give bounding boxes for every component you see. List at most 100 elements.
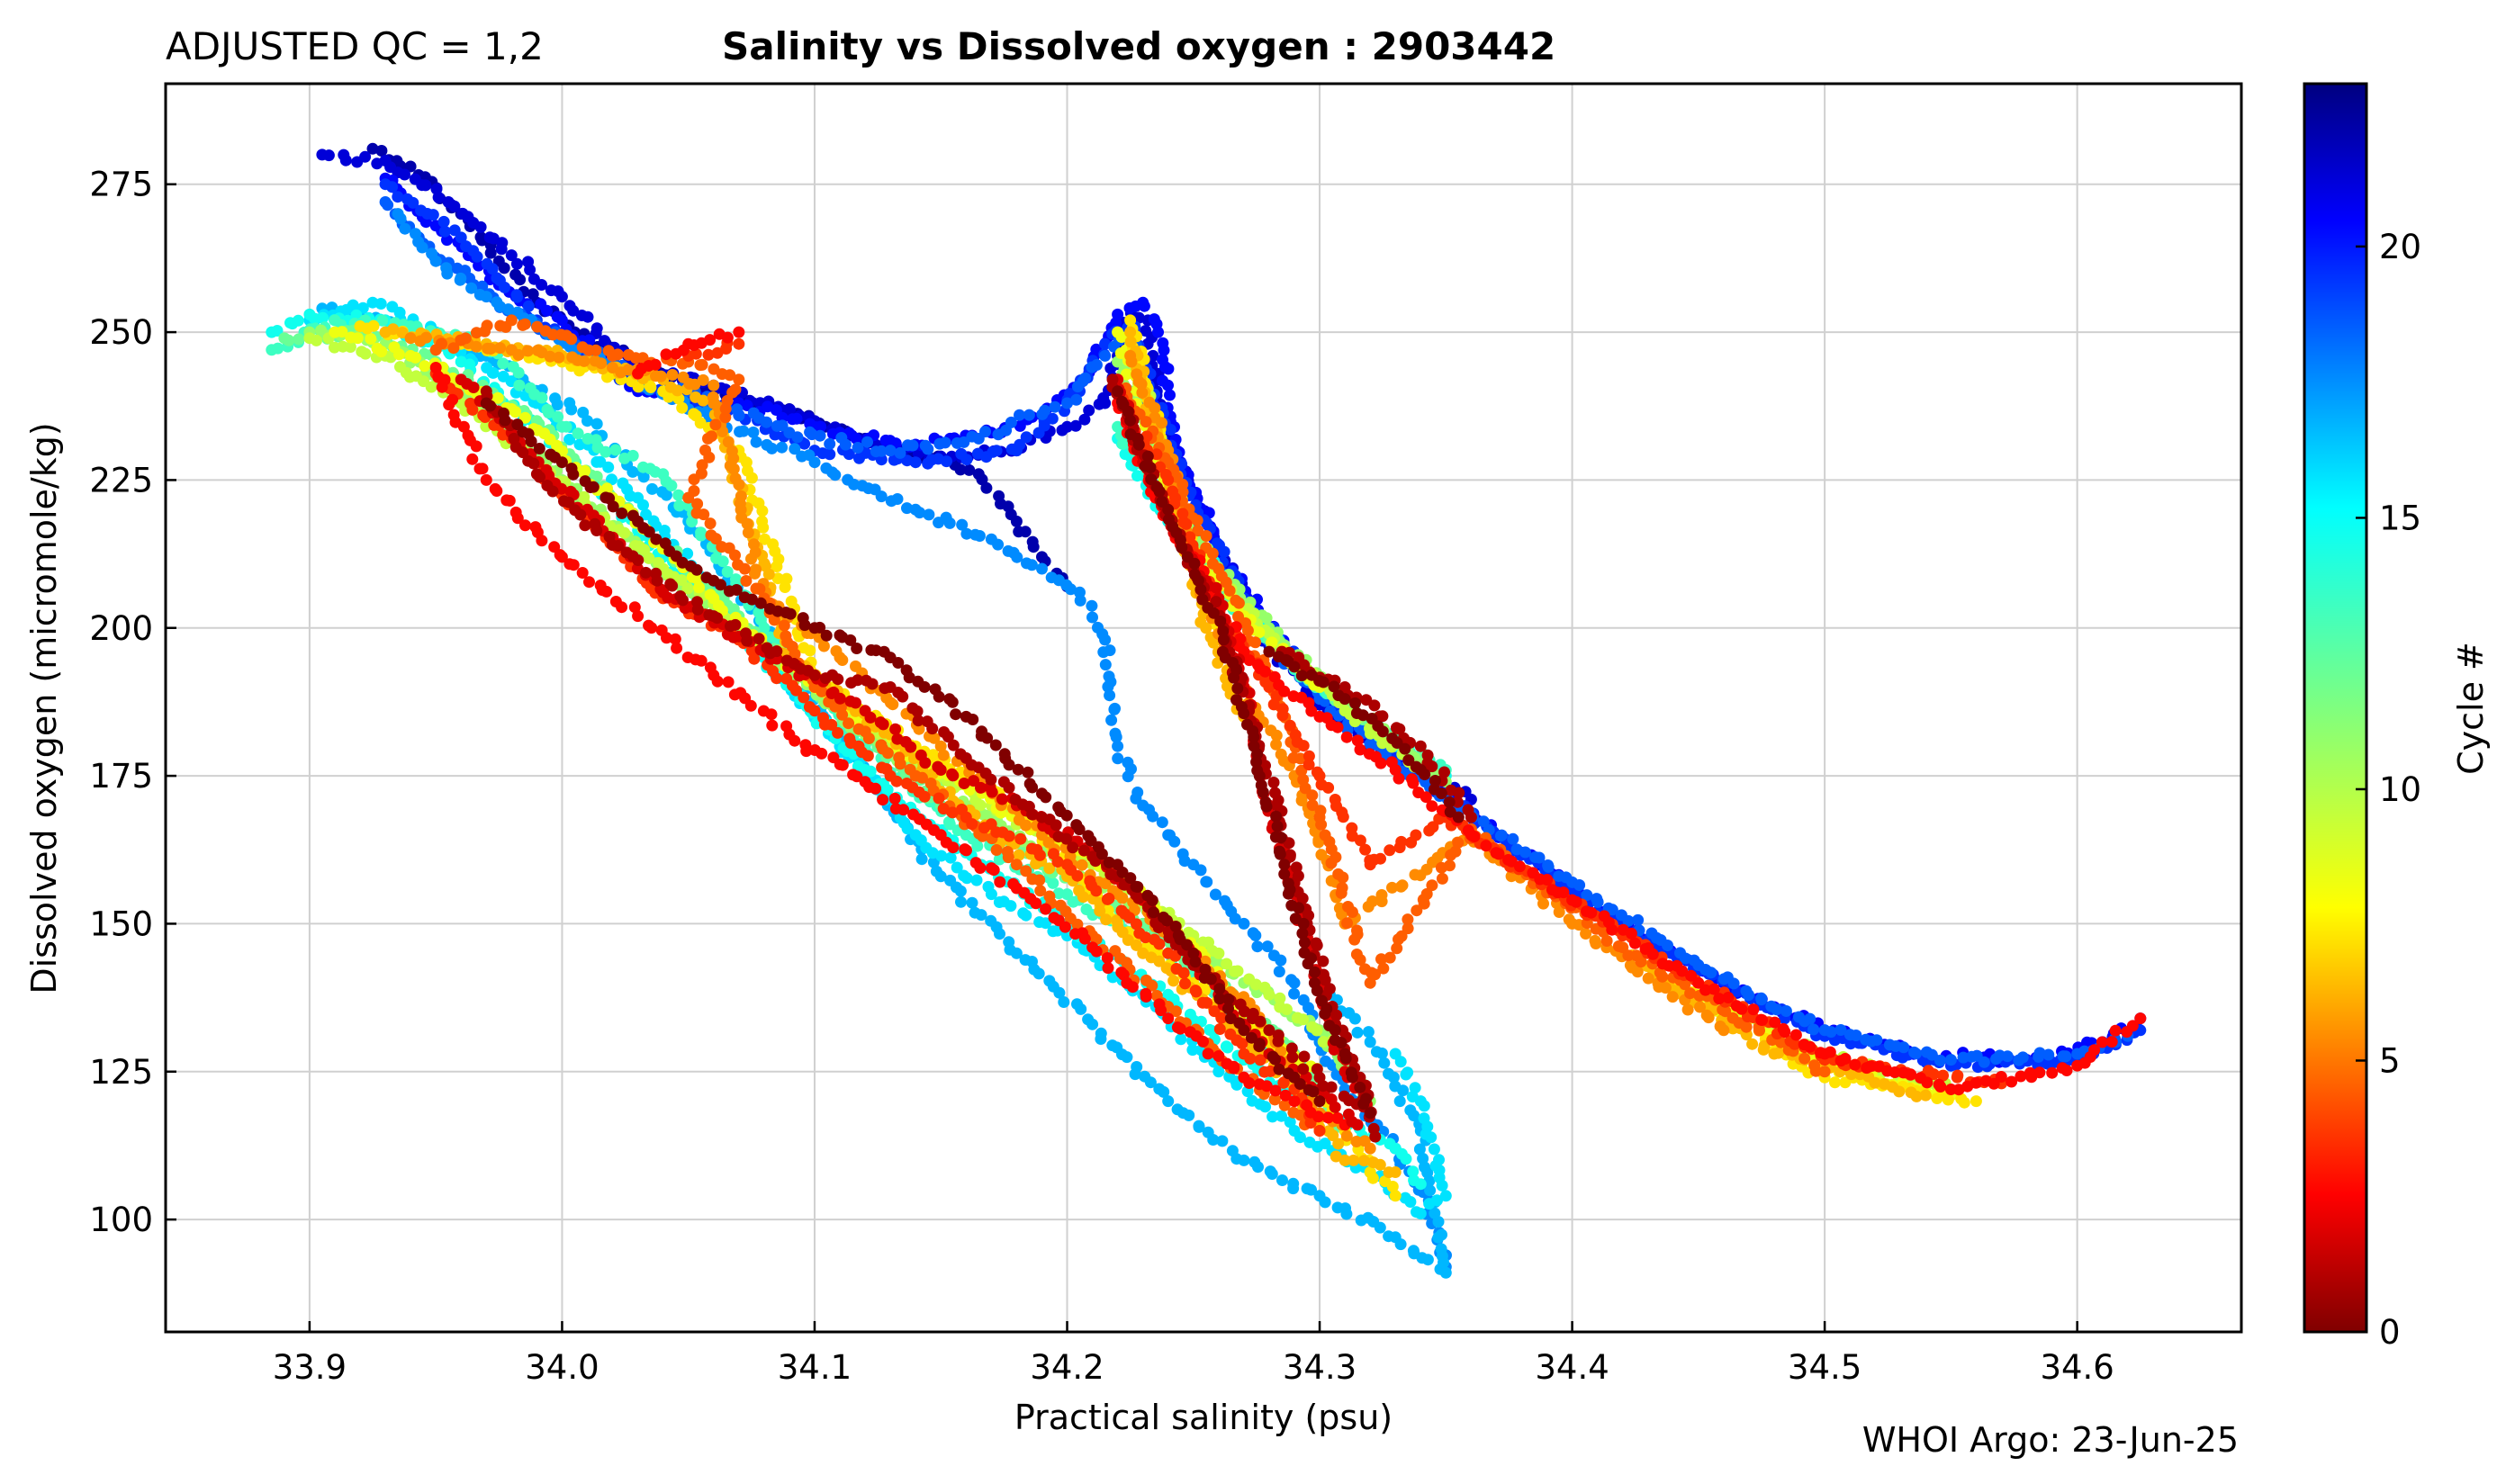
- cycle-19-points: [429, 337, 2007, 1137]
- data-point: [1305, 705, 1318, 717]
- data-point: [969, 809, 981, 822]
- data-point: [675, 574, 688, 586]
- data-point: [1427, 821, 1439, 833]
- data-point: [567, 559, 580, 571]
- data-point: [914, 507, 926, 519]
- data-point: [1717, 1024, 1730, 1037]
- data-point: [1261, 940, 1274, 953]
- data-point: [1086, 611, 1098, 624]
- data-point: [1104, 689, 1116, 702]
- data-point: [1444, 859, 1456, 872]
- data-point: [436, 381, 448, 393]
- data-point: [1804, 1012, 1816, 1025]
- data-point: [1108, 703, 1121, 715]
- data-point: [947, 769, 960, 782]
- data-point: [1233, 583, 1246, 596]
- data-point: [1116, 892, 1129, 904]
- data-point: [881, 784, 894, 796]
- data-point: [1023, 409, 1035, 421]
- data-point: [1164, 423, 1176, 436]
- data-point: [696, 358, 708, 371]
- data-point: [1267, 1111, 1279, 1123]
- data-point: [551, 399, 563, 411]
- data-point: [757, 521, 770, 534]
- data-point: [709, 418, 722, 431]
- data-point: [1297, 740, 1310, 752]
- data-point: [374, 298, 387, 310]
- data-point: [1288, 987, 1301, 1000]
- data-point: [890, 775, 903, 787]
- data-point: [881, 747, 894, 760]
- data-point: [733, 326, 745, 338]
- data-point: [1606, 923, 1618, 936]
- data-point: [1433, 1154, 1445, 1166]
- data-point: [1348, 933, 1361, 946]
- data-point: [1197, 1035, 1209, 1048]
- data-point: [1468, 831, 1481, 842]
- data-point: [1131, 939, 1142, 951]
- data-point: [1756, 1014, 1769, 1026]
- data-point: [563, 433, 576, 445]
- data-point: [1276, 1174, 1288, 1186]
- data-point: [971, 840, 984, 852]
- data-point: [1771, 1003, 1783, 1016]
- data-point: [427, 209, 439, 221]
- data-point: [1106, 971, 1119, 984]
- data-point: [790, 412, 803, 425]
- data-point: [861, 436, 873, 448]
- data-point: [632, 610, 645, 623]
- data-point: [711, 675, 724, 688]
- data-point: [541, 304, 553, 317]
- data-point: [1231, 965, 1244, 977]
- data-point: [1278, 685, 1291, 697]
- data-point: [750, 436, 762, 448]
- data-point: [1429, 1207, 1441, 1219]
- data-point: [994, 876, 1006, 888]
- data-point: [2042, 1048, 2055, 1061]
- data-point: [697, 373, 709, 386]
- data-point: [595, 357, 608, 370]
- cycle-17-points: [404, 331, 1730, 1155]
- data-point: [1236, 1038, 1248, 1050]
- data-point: [901, 502, 913, 515]
- data-point: [698, 508, 710, 521]
- data-point: [1168, 835, 1181, 848]
- data-point: [816, 747, 828, 760]
- data-point: [1404, 1104, 1417, 1117]
- data-point: [2096, 1036, 2108, 1048]
- data-point: [1135, 378, 1148, 391]
- data-point: [1112, 308, 1124, 320]
- data-point: [1002, 851, 1014, 864]
- data-point: [771, 572, 784, 585]
- data-point: [1043, 862, 1056, 875]
- data-point: [973, 530, 986, 542]
- data-point: [1267, 698, 1280, 711]
- data-point: [1435, 1243, 1447, 1255]
- data-point: [1409, 1082, 1421, 1094]
- data-point: [455, 231, 467, 244]
- data-point: [733, 409, 745, 422]
- data-point: [980, 481, 993, 494]
- data-point: [1362, 1026, 1375, 1039]
- data-point: [741, 517, 753, 530]
- data-point: [1260, 612, 1273, 625]
- data-point: [1864, 1060, 1877, 1073]
- data-point: [470, 440, 482, 453]
- data-point: [1590, 938, 1602, 949]
- data-point: [937, 749, 950, 761]
- data-point: [322, 149, 335, 162]
- data-point: [1870, 1034, 1883, 1047]
- data-point: [1155, 1004, 1167, 1017]
- data-point: [1625, 927, 1637, 940]
- data-point: [1402, 1066, 1414, 1079]
- data-point: [1116, 437, 1129, 450]
- data-point: [1269, 1084, 1282, 1097]
- data-point: [513, 379, 526, 391]
- data-point: [1040, 903, 1052, 915]
- data-point: [1396, 879, 1409, 892]
- data-point: [1393, 772, 1405, 785]
- data-point: [1341, 917, 1353, 930]
- data-point: [1421, 1254, 1434, 1266]
- data-point: [1249, 978, 1262, 991]
- data-point: [511, 291, 523, 303]
